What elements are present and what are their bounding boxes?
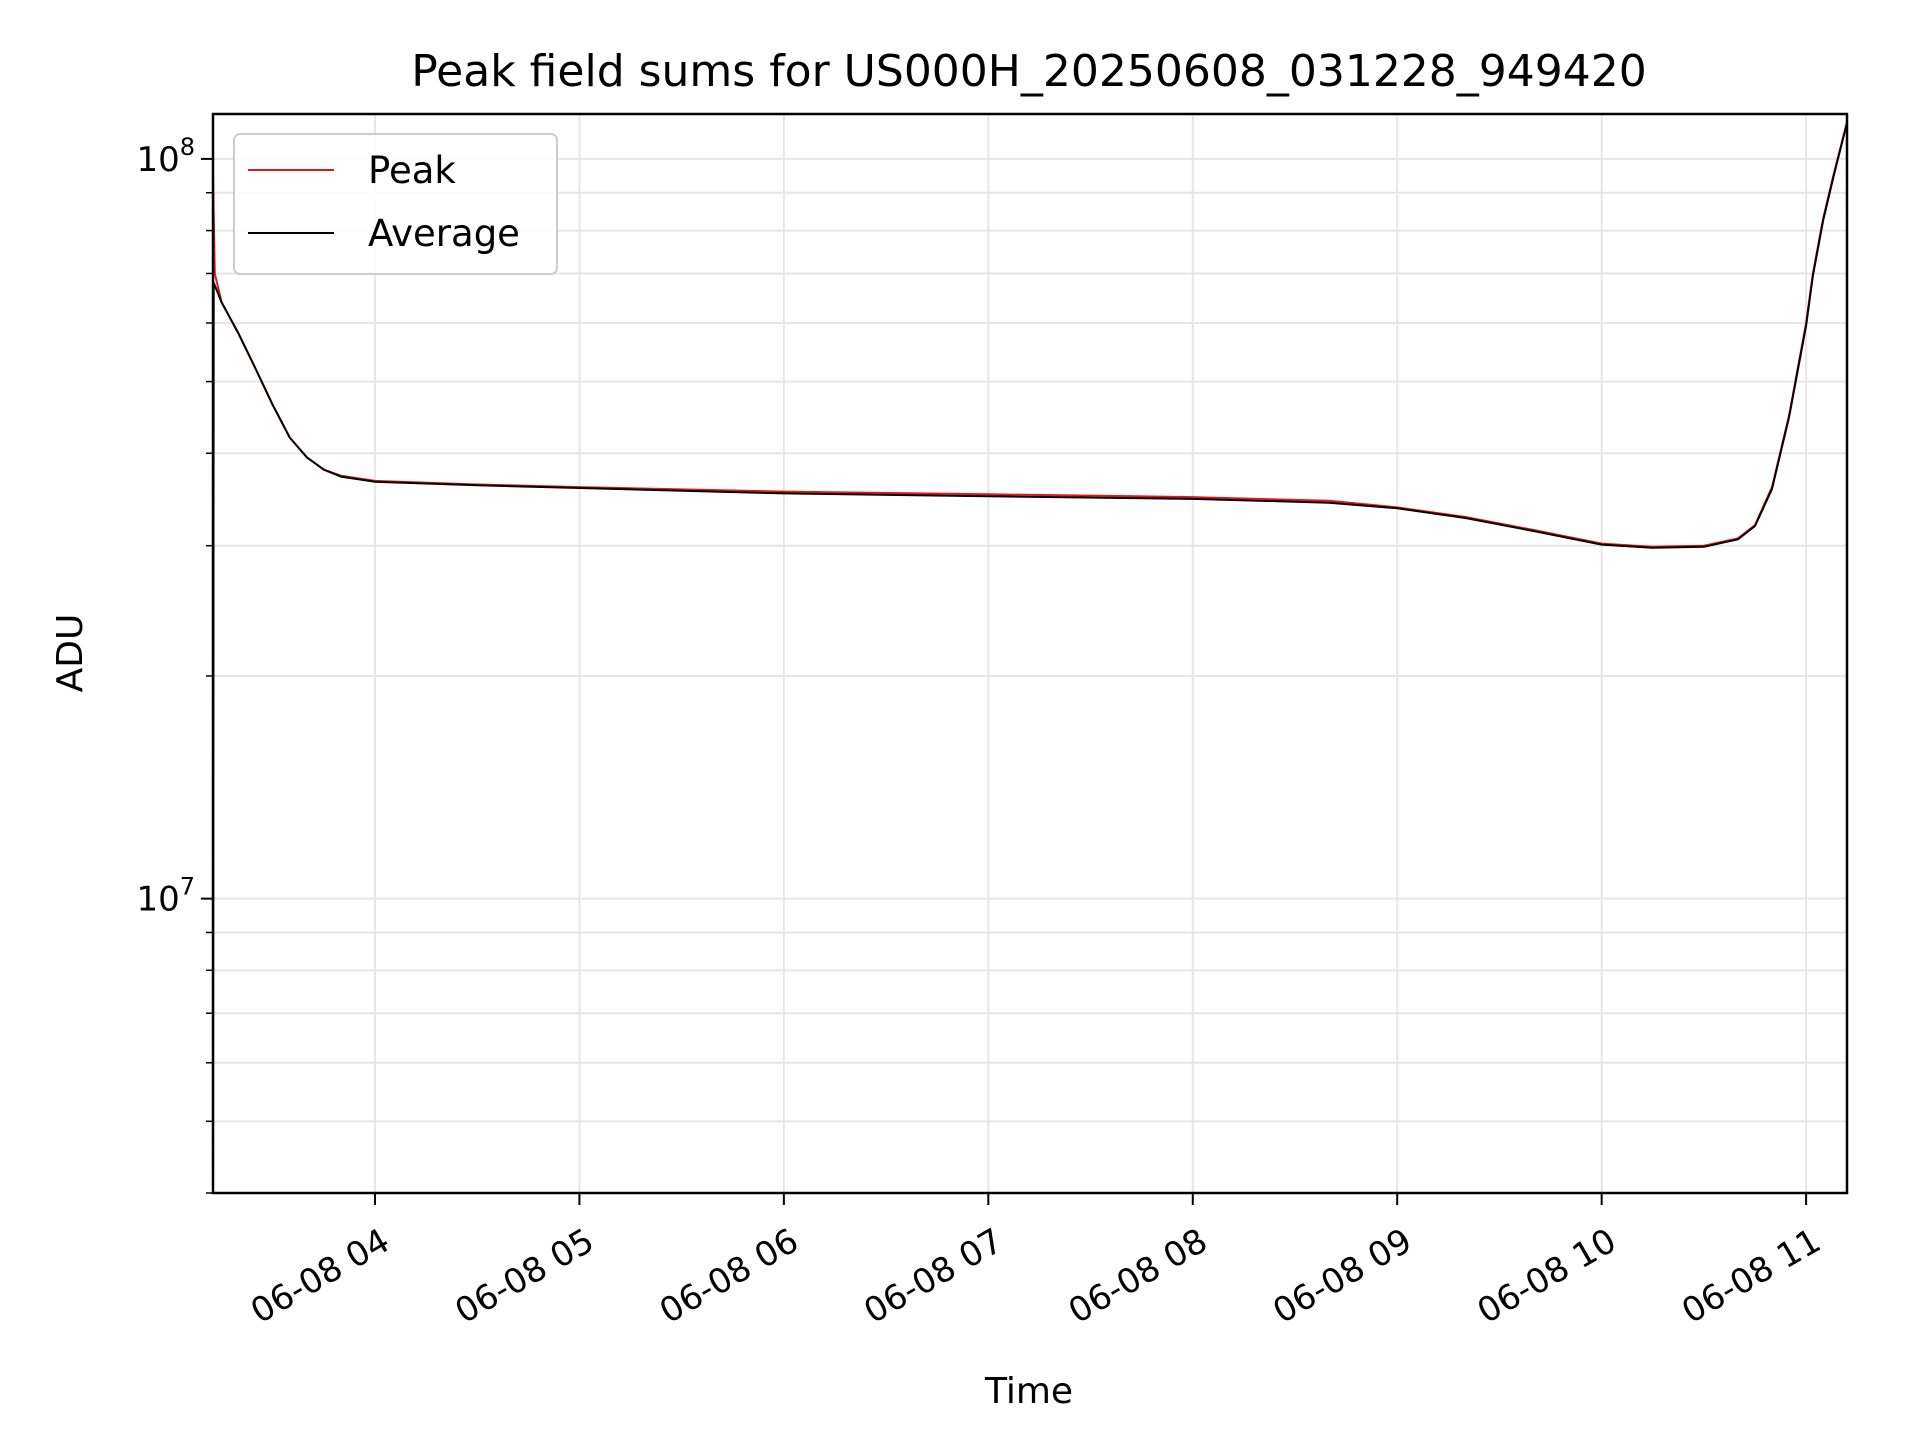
grid	[213, 114, 1847, 1194]
x-tick-label: 06-08 11	[1675, 1221, 1827, 1332]
y-tick-label: 108	[136, 133, 195, 180]
x-tick-label: 06-08 04	[244, 1221, 396, 1332]
x-tick-label: 06-08 07	[857, 1221, 1009, 1332]
x-tick-label: 06-08 06	[653, 1221, 805, 1332]
series-lines	[212, 122, 1848, 1194]
series-line-average	[212, 122, 1848, 1194]
x-tick-label: 06-08 10	[1471, 1221, 1623, 1332]
x-tick-label: 06-08 09	[1266, 1221, 1418, 1332]
legend-label-average: Average	[368, 212, 520, 255]
x-tick-label: 06-08 05	[449, 1221, 601, 1332]
legend-label-peak: Peak	[368, 149, 456, 192]
chart-title: Peak field sums for US000H_20250608_0312…	[411, 46, 1647, 97]
y-tick-label: 107	[136, 873, 195, 920]
y-axis-ticks: 107 108	[136, 133, 213, 1194]
x-axis-ticks: 06-08 04 06-08 05 06-08 06 06-08 07 06-08 08…	[244, 1193, 1828, 1332]
legend: Peak Average	[233, 133, 558, 275]
x-axis-label: Time	[984, 1371, 1073, 1412]
plot-frame	[211, 112, 1849, 1195]
x-tick-label: 06-08 08	[1062, 1221, 1214, 1332]
y-axis-label: ADU	[50, 614, 91, 693]
